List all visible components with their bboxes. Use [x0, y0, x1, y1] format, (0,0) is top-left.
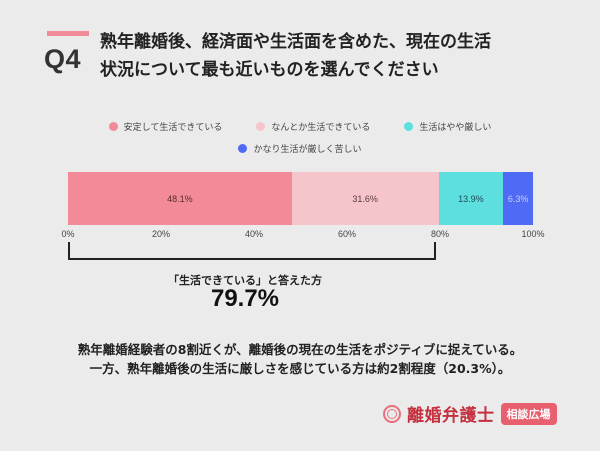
question-number: Q4 [44, 44, 82, 74]
callout-label: 「生活できている」と答えた方 [168, 274, 322, 287]
brand-emblem-icon [383, 404, 401, 423]
summary-text: 熟年離婚経験者の8割近くが、離婚後の現在の生活をポジティブに捉えている。 一方、… [0, 340, 600, 378]
legend-dot-icon [238, 144, 248, 153]
legend-item-somewhat-hard: 生活はやや厳しい [404, 120, 491, 133]
legend-dot-icon [108, 122, 118, 131]
bar-segment-very-hard: 6.3% [503, 172, 533, 225]
chart-legend: 安定して生活できている なんとか生活できている 生活はやや厳しい かなり生活が厳… [0, 120, 600, 164]
brand-badge: 相談広場 [500, 402, 557, 425]
question-title-line2: 状況について最も近いものを選んでください [100, 60, 439, 80]
summary-line2: 一方、熟年離婚後の生活に厳しさを感じている方は約2割程度（20.3%）。 [89, 361, 511, 376]
axis-tick: 60% [337, 229, 357, 239]
bar-segment-managing: 31.6% [291, 172, 439, 225]
brand-logo: 離婚弁護士 相談広場 [383, 401, 557, 426]
axis-tick: 40% [244, 229, 264, 239]
stacked-bar: 48.1% 31.6% 13.9% 6.3% [68, 172, 533, 225]
axis-tick: 80% [430, 229, 450, 239]
legend-item-stable: 安定して生活できている [108, 120, 223, 133]
question-title-line1: 熟年離婚後、経済面や生活面を含めた、現在の生活 [100, 32, 491, 52]
bar-segment-somewhat-hard: 13.9% [438, 172, 504, 225]
legend-item-very-hard: かなり生活が厳しく苦しい [238, 142, 362, 155]
callout-value: 79.7% [210, 285, 280, 312]
question-accent-bar [47, 31, 89, 36]
legend-label: 安定して生活できている [123, 123, 223, 133]
callout-bracket [68, 242, 436, 260]
bar-segment-stable: 48.1% [68, 172, 292, 225]
legend-dot-icon [404, 122, 414, 131]
x-axis: 0% 20% 40% 60% 80% 100% [61, 229, 544, 241]
legend-label: かなり生活が厳しく苦しい [253, 145, 362, 155]
question-title: 熟年離婚後、経済面や生活面を含めた、現在の生活 状況について最も近いものを選んで… [100, 28, 580, 84]
legend-label: 生活はやや厳しい [419, 123, 492, 133]
legend-label: なんとか生活できている [271, 123, 371, 133]
brand-name: 離婚弁護士 [407, 406, 495, 426]
axis-tick: 20% [151, 229, 171, 239]
legend-item-managing: なんとか生活できている [256, 120, 370, 133]
summary-line1: 熟年離婚経験者の8割近くが、離婚後の現在の生活をポジティブに捉えている。 [77, 342, 523, 357]
axis-tick: 100% [521, 229, 545, 239]
legend-dot-icon [256, 122, 266, 131]
axis-tick: 0% [61, 229, 75, 239]
